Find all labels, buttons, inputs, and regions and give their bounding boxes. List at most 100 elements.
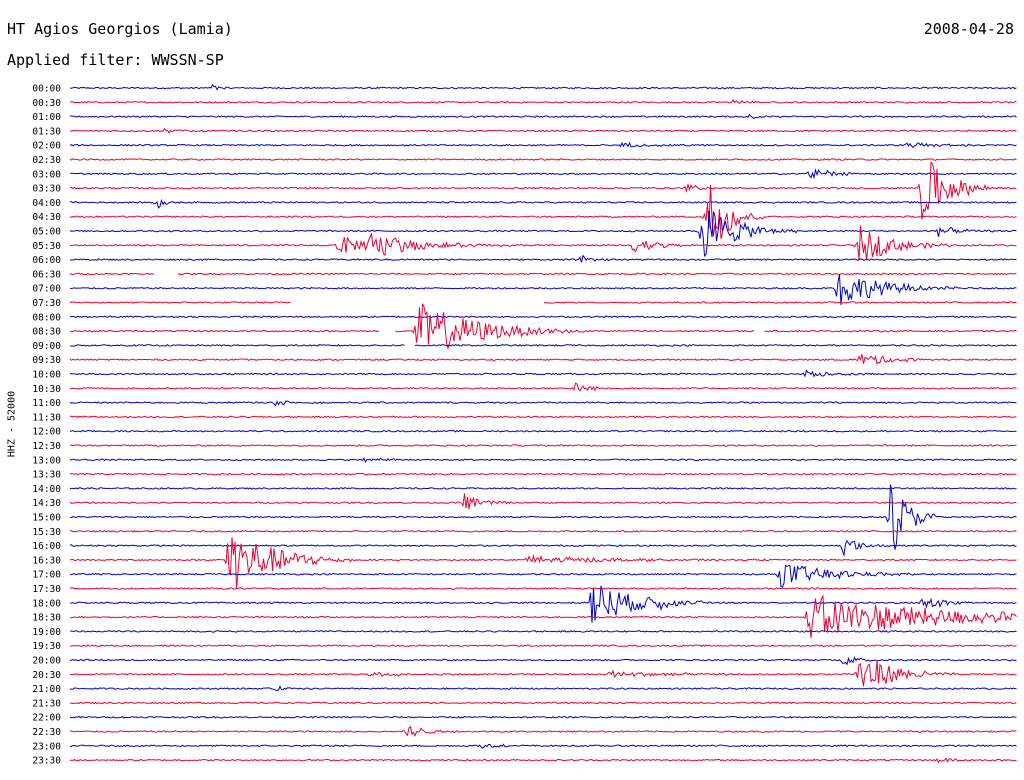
- seismic-trace: [69, 644, 1017, 648]
- seismic-trace: [69, 457, 1017, 463]
- seismic-trace: [70, 594, 1017, 638]
- trace-label: 16:00: [32, 541, 61, 552]
- seismic-trace: [69, 564, 1017, 588]
- trace-label: 11:00: [32, 398, 61, 409]
- trace-label: 00:00: [32, 84, 61, 95]
- trace-label: 21:30: [32, 698, 61, 709]
- seismic-trace: [69, 444, 1017, 447]
- seismic-trace: [69, 158, 1017, 161]
- trace-label: 08:30: [32, 327, 61, 338]
- filter-label: Applied filter:: [7, 51, 143, 69]
- seismic-trace: [69, 472, 1017, 476]
- trace-label: 07:30: [32, 298, 61, 309]
- trace-label: 13:30: [32, 470, 61, 481]
- seismic-trace: [69, 303, 1017, 350]
- seismic-trace: [69, 415, 1017, 419]
- seismic-trace: [69, 656, 1017, 666]
- trace-label: 18:00: [32, 598, 61, 609]
- seismic-trace: [69, 715, 1017, 719]
- trace-label: 16:30: [32, 555, 61, 566]
- seismic-trace: [70, 537, 1017, 589]
- seismic-trace: [69, 301, 1017, 304]
- filter-info: Applied filter: WWSSN-SP: [7, 51, 224, 69]
- trace-label: 14:30: [32, 498, 61, 509]
- trace-label: 01:00: [32, 112, 61, 123]
- seismic-trace: [69, 585, 1017, 623]
- trace-label: 08:00: [32, 312, 61, 323]
- seismic-trace: [69, 685, 1017, 692]
- trace-label: 11:30: [32, 412, 61, 423]
- trace-label: 15:00: [32, 513, 61, 524]
- trace-label: 13:00: [32, 455, 61, 466]
- seismic-trace: [69, 539, 1017, 557]
- trace-label: 20:00: [32, 656, 61, 667]
- seismic-trace: [70, 587, 1017, 590]
- trace-label: 19:30: [32, 641, 61, 652]
- seismic-trace: [69, 529, 1017, 533]
- seismic-trace: [69, 354, 1017, 365]
- trace-label: 02:30: [32, 155, 61, 166]
- seismic-trace: [69, 272, 1017, 276]
- seismic-trace: [69, 98, 1017, 104]
- trace-label: 01:30: [32, 126, 61, 137]
- seismic-trace: [69, 630, 1017, 633]
- trace-label: 15:30: [32, 527, 61, 538]
- trace-label: 00:30: [32, 98, 61, 109]
- seismic-trace: [69, 127, 1017, 134]
- seismic-trace: [69, 701, 1017, 705]
- station-title: HT Agios Georgios (Lamia): [7, 20, 233, 38]
- date-label: 2008-04-28: [923, 20, 1014, 38]
- seismic-trace: [69, 487, 1017, 490]
- filter-value: WWSSN-SP: [151, 51, 224, 69]
- seismic-trace: [70, 168, 1017, 180]
- trace-label: 09:30: [32, 355, 61, 366]
- seismic-trace: [70, 484, 1017, 550]
- seismic-trace: [69, 254, 1017, 263]
- seismic-trace: [69, 113, 1017, 120]
- trace-label: 22:30: [32, 727, 61, 738]
- seismic-trace: [69, 400, 1017, 407]
- seismic-trace: [69, 274, 1017, 305]
- trace-label: 19:00: [32, 627, 61, 638]
- trace-label: 05:30: [32, 241, 61, 252]
- seismic-trace: [69, 369, 1017, 378]
- trace-label: 17:30: [32, 584, 61, 595]
- seismic-trace: [69, 725, 1017, 738]
- seismic-trace: [69, 198, 1017, 209]
- trace-label: 06:30: [32, 269, 61, 280]
- trace-label: 23:30: [32, 756, 61, 767]
- seismic-trace: [69, 660, 1017, 687]
- trace-label: 02:00: [32, 141, 61, 152]
- trace-label: 17:00: [32, 570, 61, 581]
- trace-label: 09:00: [32, 341, 61, 352]
- trace-label: 23:00: [32, 741, 61, 752]
- seismic-trace: [69, 344, 1017, 347]
- seismic-trace: [69, 83, 1017, 91]
- trace-label: 12:00: [32, 427, 61, 438]
- seismic-trace: [69, 315, 1017, 319]
- seismic-trace: [69, 382, 1017, 392]
- trace-label: 18:30: [32, 613, 61, 624]
- seismic-trace: [69, 429, 1017, 433]
- trace-label: 04:30: [32, 212, 61, 223]
- seismic-trace: [69, 493, 1017, 510]
- trace-label: 14:00: [32, 484, 61, 495]
- trace-label: 22:00: [32, 713, 61, 724]
- seismic-trace: [69, 225, 1017, 261]
- trace-label: 04:00: [32, 198, 61, 209]
- seismic-trace: [69, 757, 1017, 764]
- seismic-trace: [69, 161, 1017, 220]
- trace-label: 10:30: [32, 384, 61, 395]
- trace-label: 10:00: [32, 370, 61, 381]
- trace-label: 03:00: [32, 169, 61, 180]
- trace-label: 20:30: [32, 670, 61, 681]
- seismic-trace: [69, 141, 1017, 149]
- trace-label: 07:00: [32, 284, 61, 295]
- trace-label: 05:00: [32, 227, 61, 238]
- trace-label: 12:30: [32, 441, 61, 452]
- trace-label: 03:30: [32, 184, 61, 195]
- trace-label: 21:00: [32, 684, 61, 695]
- seismic-trace: [69, 211, 1017, 257]
- seismic-trace: [69, 743, 1017, 749]
